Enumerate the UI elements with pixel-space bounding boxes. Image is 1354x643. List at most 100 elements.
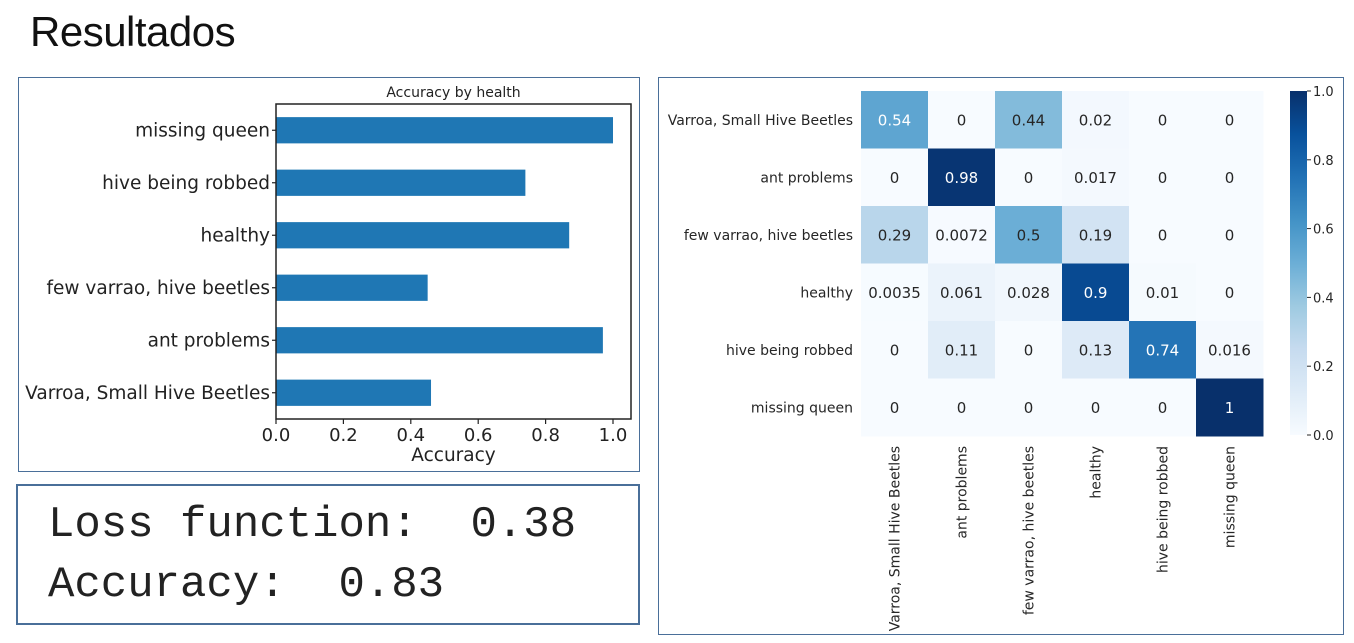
heatmap-cell: [1129, 321, 1197, 379]
column-label: hive being robbed: [1156, 446, 1172, 573]
cell-value-label: 0.19: [1079, 226, 1112, 244]
column-label: healthy: [1089, 446, 1105, 499]
accuracy-label: Accuracy:: [48, 560, 286, 610]
heatmap-cell: [1129, 206, 1197, 264]
cell-value-label: 0.13: [1079, 341, 1112, 359]
cell-value-label: 0: [1024, 399, 1034, 417]
accuracy-metric: Accuracy: 0.83: [48, 560, 444, 610]
heatmap-cell: [1196, 263, 1264, 322]
heatmap-cell: [861, 378, 929, 437]
x-tick-label: 0.0: [262, 425, 291, 446]
heatmap-cell: [928, 91, 996, 149]
row-label: Varroa, Small Hive Beetles: [668, 113, 853, 129]
cell-value-label: 0.0072: [935, 226, 988, 244]
heatmap-cell: [928, 148, 996, 207]
cell-value-label: 0: [890, 341, 900, 359]
cell-value-label: 0.74: [1146, 341, 1179, 359]
cell-value-label: 0.98: [945, 169, 978, 187]
cell-value-label: 0: [1225, 169, 1235, 187]
heatmap-cell: [1129, 263, 1197, 322]
y-tick-label: few varrao, hive beetles: [47, 278, 271, 299]
colorbar: [1290, 91, 1307, 435]
cell-value-label: 0.9: [1084, 284, 1108, 302]
cell-value-label: 0.0035: [868, 284, 921, 302]
heatmap-cell: [928, 263, 996, 322]
cell-value-label: 0.5: [1017, 226, 1041, 244]
accuracy-value: 0.83: [338, 560, 445, 610]
x-tick-label: 0.4: [396, 425, 425, 446]
heatmap-cell: [995, 148, 1063, 207]
heatmap-cell: [1062, 378, 1130, 437]
heatmap-cell: [1129, 148, 1197, 207]
cell-value-label: 0.11: [945, 341, 978, 359]
x-axis-label: Accuracy: [411, 445, 496, 466]
cell-value-label: 0: [1158, 226, 1168, 244]
accuracy-bar-chart: Accuracy by health Varroa, Small Hive Bee…: [25, 85, 632, 466]
page-title: Resultados: [30, 8, 236, 55]
heatmap-cell: [995, 91, 1063, 149]
cell-value-label: 0.29: [878, 226, 911, 244]
heatmap-cell: [1129, 378, 1197, 437]
metrics-panel: Loss function: 0.38 Accuracy: 0.83: [16, 484, 640, 625]
cell-value-label: 0.016: [1208, 341, 1251, 359]
cell-value-label: 0: [1158, 399, 1168, 417]
heatmap-cell: [1196, 321, 1264, 379]
heatmap-cell: [928, 321, 996, 379]
heatmap-cell: [1196, 206, 1264, 264]
bar-0: [276, 379, 432, 406]
heatmap-cell: [1062, 91, 1130, 149]
heatmap-cell: [861, 91, 929, 149]
colorbar-tick-label: 1.0: [1313, 85, 1334, 100]
cell-value-label: 0: [890, 399, 900, 417]
heatmap-cell: [1062, 263, 1130, 322]
loss-label: Loss function:: [48, 500, 418, 550]
row-label: few varrao, hive beetles: [684, 228, 853, 244]
y-tick-label: healthy: [200, 225, 270, 246]
cell-value-label: 0.061: [940, 284, 983, 302]
x-tick-label: 1.0: [599, 425, 628, 446]
cell-value-label: 0.44: [1012, 111, 1045, 129]
cell-value-label: 0.54: [878, 111, 911, 129]
confusion-matrix-heatmap: 0.54 0 0.44 0.02 0 0 Varroa, Small Hive Beetle…: [668, 85, 1334, 631]
plot-frame: [275, 103, 632, 420]
heatmap-cell: [861, 148, 929, 207]
heatmap-cell: [1062, 148, 1130, 207]
cell-value-label: 0: [1225, 111, 1235, 129]
cell-value-label: 0.017: [1074, 169, 1117, 187]
bar-2: [276, 274, 428, 301]
cell-value-label: 0: [1158, 111, 1168, 129]
heatmap-cell: [995, 206, 1063, 264]
y-tick-label: missing queen: [135, 120, 270, 141]
heatmap-cell: [1129, 91, 1197, 149]
heatmap-cell: [861, 206, 929, 264]
cell-value-label: 0.028: [1007, 284, 1050, 302]
heatmap-cell: [928, 378, 996, 437]
y-tick-label: ant problems: [148, 330, 270, 351]
bar-5: [276, 117, 613, 144]
y-tick-label: Varroa, Small Hive Beetles: [25, 383, 270, 404]
cell-value-label: 0: [1024, 169, 1034, 187]
row-label: hive being robbed: [726, 343, 853, 359]
loss-metric: Loss function: 0.38: [48, 500, 576, 550]
cell-value-label: 0: [1024, 341, 1034, 359]
cell-value-label: 1: [1225, 399, 1235, 417]
heatmap-cell: [861, 263, 929, 322]
row-label: ant problems: [760, 170, 853, 186]
loss-value: 0.38: [470, 500, 577, 550]
cell-value-label: 0.01: [1146, 284, 1179, 302]
heatmap-cell: [995, 263, 1063, 322]
heatmap-cell: [1062, 206, 1130, 264]
cell-value-label: 0: [1225, 284, 1235, 302]
cell-value-label: 0: [957, 111, 967, 129]
heatmap-cell: [1196, 148, 1264, 207]
heatmap-cell: [995, 321, 1063, 379]
cell-value-label: 0: [1225, 226, 1235, 244]
accuracy-bar-chart-panel: Accuracy by health Varroa, Small Hive Bee…: [18, 77, 640, 472]
heatmap-cell: [1196, 378, 1264, 437]
heatmap-cell: [995, 378, 1063, 437]
cell-value-label: 0: [957, 399, 967, 417]
column-label: Varroa, Small Hive Beetles: [888, 446, 904, 631]
x-tick-label: 0.6: [464, 425, 493, 446]
cell-value-label: 0: [890, 169, 900, 187]
row-label: missing queen: [751, 400, 853, 416]
